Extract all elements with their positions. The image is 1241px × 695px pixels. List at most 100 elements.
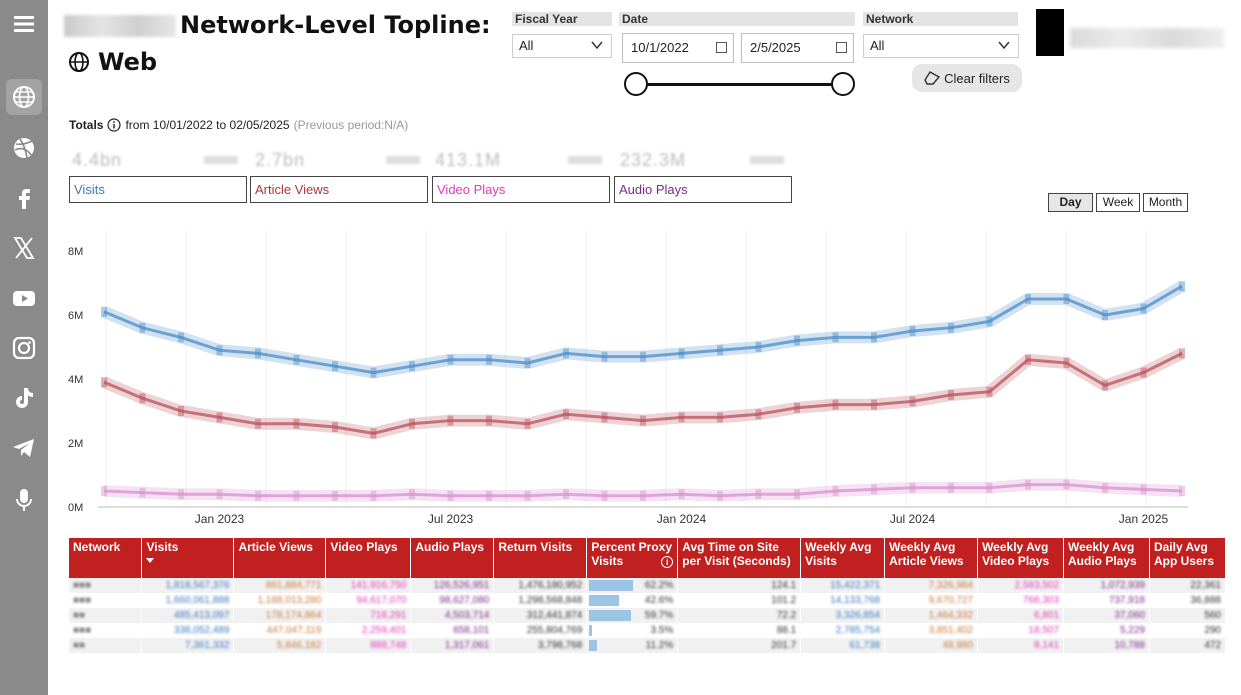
column-header[interactable]: Avg Time on Site per Visit (Seconds) xyxy=(677,538,802,578)
data-point xyxy=(871,484,877,495)
data-point xyxy=(370,490,377,501)
kpi-delta-visits xyxy=(204,156,238,164)
fiscal-year-label: Fiscal Year xyxy=(512,12,612,26)
data-point xyxy=(832,332,839,343)
data-point xyxy=(178,332,184,343)
kpi-card-visits[interactable]: Visits xyxy=(69,176,247,203)
cell-value: 2,583,502 xyxy=(1014,580,1060,591)
column-header[interactable]: Weekly Avg Audio Plays xyxy=(1063,538,1150,578)
table-cell: ■■ xyxy=(69,638,143,653)
data-point xyxy=(1102,310,1108,320)
cell-value: 768,303 xyxy=(1022,595,1060,606)
info-icon[interactable]: i xyxy=(661,556,674,568)
table-cell: ■■■ xyxy=(69,623,143,638)
data-point xyxy=(563,489,569,500)
cell-value: 888,748 xyxy=(370,640,407,651)
data-point xyxy=(139,322,146,333)
cell-value: 37,060 xyxy=(1114,610,1145,621)
fiscal-year-select[interactable]: All xyxy=(512,34,612,58)
data-point xyxy=(948,322,954,333)
kpi-label-audio-plays: Audio Plays xyxy=(619,182,688,197)
instagram-icon[interactable] xyxy=(6,330,42,366)
globe-icon xyxy=(69,52,89,72)
table-cell: 37,060 xyxy=(1063,608,1150,623)
table-row[interactable]: ■■■ 338,052,489 447,047,119 2,259,401 658,10… xyxy=(69,623,1227,638)
cell-value: 124.1 xyxy=(771,580,797,591)
data-point xyxy=(255,348,261,359)
cell-value: 141,916,750 xyxy=(350,580,407,591)
cell-value: 1,818,567,376 xyxy=(165,580,230,591)
kpi-card-article-views[interactable]: Article Views xyxy=(250,176,428,203)
tiktok-icon[interactable] xyxy=(6,380,42,416)
table-cell: ■■ xyxy=(69,608,143,623)
cell-value: 312,441,874 xyxy=(526,610,583,621)
kpi-card-audio-plays[interactable]: Audio Plays xyxy=(614,176,792,203)
data-point xyxy=(216,345,223,356)
globe-icon[interactable] xyxy=(6,79,42,115)
info-icon[interactable] xyxy=(107,118,122,132)
slider-start-handle[interactable] xyxy=(624,72,648,96)
kpi-delta-audio-plays xyxy=(750,156,784,164)
period-day-button[interactable]: Day xyxy=(1048,193,1093,212)
kpi-label-video-plays: Video Plays xyxy=(437,182,506,197)
data-point xyxy=(447,354,454,365)
table-row[interactable]: ■■ 7,361,332 5,846,182 888,748 1,317,061 3,79… xyxy=(69,638,1227,653)
kpi-card-video-plays[interactable]: Video Plays xyxy=(432,176,610,203)
column-header[interactable]: Audio Plays xyxy=(410,538,495,578)
table-cell: 2,785,754 xyxy=(800,623,886,638)
calendar-icon[interactable] xyxy=(836,42,847,53)
cell-value: 201.7 xyxy=(771,640,797,651)
column-header[interactable]: Article Views xyxy=(233,538,327,578)
date-start-value: 10/1/2022 xyxy=(631,40,689,55)
facebook-icon[interactable] xyxy=(6,180,42,216)
table-cell: 126,526,951 xyxy=(410,578,495,593)
column-header[interactable]: Visits xyxy=(141,538,235,578)
date-range-slider[interactable] xyxy=(636,83,843,86)
table-row[interactable]: ■■ 485,413,097 178,174,864 718,291 4,503,714… xyxy=(69,608,1227,623)
menu-icon[interactable] xyxy=(6,6,42,42)
clear-filters-button[interactable]: Clear filters xyxy=(912,64,1022,92)
column-header[interactable]: Network xyxy=(69,538,143,578)
table-cell: 338,052,489 xyxy=(141,623,235,638)
table-row[interactable]: ■■■ 1,660,061,888 1,188,013,280 94,617,070 9… xyxy=(69,593,1227,608)
table-cell: 1,317,061 xyxy=(410,638,495,653)
column-header[interactable]: Weekly Avg Visits xyxy=(800,538,886,578)
column-header[interactable]: Weekly Avg Article Views xyxy=(884,538,979,578)
table-cell: 36,888 xyxy=(1149,593,1227,608)
table-cell: 7,361,332 xyxy=(141,638,235,653)
x-icon[interactable] xyxy=(6,230,42,266)
table-cell: 141,916,750 xyxy=(325,578,412,593)
data-point xyxy=(794,402,800,413)
dribbble-icon[interactable] xyxy=(6,130,42,166)
slider-end-handle[interactable] xyxy=(831,72,855,96)
data-point xyxy=(178,406,184,416)
date-start-input[interactable]: 10/1/2022 xyxy=(622,33,734,63)
data-point xyxy=(1063,358,1070,368)
column-header[interactable]: Video Plays xyxy=(325,538,412,578)
cell-value: 1,072,939 xyxy=(1100,580,1145,591)
period-month-button[interactable]: Month xyxy=(1143,193,1188,212)
network-select[interactable]: All xyxy=(863,34,1019,58)
column-header[interactable]: Weekly Avg Video Plays xyxy=(977,538,1065,578)
calendar-icon[interactable] xyxy=(716,42,727,53)
telegram-icon[interactable] xyxy=(6,430,42,466)
data-point xyxy=(948,390,954,400)
microphone-icon[interactable] xyxy=(6,482,42,518)
y-tick-label: 4M xyxy=(68,374,83,386)
date-end-input[interactable]: 2/5/2025 xyxy=(741,33,854,63)
period-week-button[interactable]: Week xyxy=(1096,193,1140,212)
y-tick-label: 2M xyxy=(68,438,83,450)
cell-value: 72.2 xyxy=(776,610,797,621)
column-header[interactable]: Return Visits xyxy=(493,538,588,578)
table-cell: 861,884,771 xyxy=(233,578,327,593)
cell-value: 472 xyxy=(1204,640,1221,651)
column-header[interactable]: Daily Avg App Users xyxy=(1149,538,1227,578)
cell-value: 14,133,768 xyxy=(830,595,881,606)
column-header[interactable]: Percent Proxy Visits i xyxy=(586,538,679,578)
cell-value: ■■ xyxy=(73,610,86,621)
cell-value: 1,660,061,888 xyxy=(165,595,230,606)
table-cell: 72.2 xyxy=(677,608,802,623)
youtube-icon[interactable] xyxy=(6,280,42,316)
table-row[interactable]: ■■■ 1,818,567,376 861,884,771 141,916,750 12… xyxy=(69,578,1227,593)
redacted-text xyxy=(1070,28,1224,48)
